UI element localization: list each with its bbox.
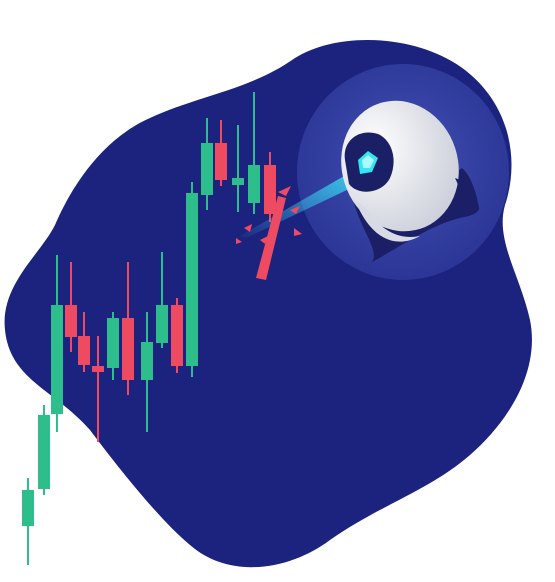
candlestick-chart-icon bbox=[22, 92, 276, 565]
candle-body-bearish bbox=[215, 143, 227, 180]
candle-body-bullish bbox=[38, 415, 50, 489]
candle-wick bbox=[97, 336, 99, 442]
candle-body-bullish bbox=[156, 305, 168, 343]
candle-body-bearish bbox=[92, 366, 104, 372]
candle-wick bbox=[161, 252, 163, 348]
candle-body-bearish bbox=[171, 305, 183, 366]
candle-body-bearish bbox=[78, 336, 90, 365]
candle-body-bearish bbox=[264, 165, 276, 214]
laser-sparks bbox=[236, 186, 302, 280]
candle-body-bearish bbox=[65, 305, 77, 337]
robot-head-icon bbox=[341, 100, 479, 262]
candle-body-bullish bbox=[232, 178, 244, 185]
candle-body-bullish bbox=[107, 318, 119, 368]
candle-wick bbox=[253, 92, 255, 214]
candle-body-bullish bbox=[141, 342, 153, 380]
candle-body-bullish bbox=[22, 490, 34, 526]
candle-body-bullish bbox=[51, 305, 63, 414]
candle-wick bbox=[237, 125, 239, 212]
candle-body-bullish bbox=[201, 143, 213, 195]
candle-body-bearish bbox=[122, 318, 134, 380]
candle-body-bullish bbox=[248, 165, 260, 203]
candle-body-bullish bbox=[186, 193, 198, 366]
